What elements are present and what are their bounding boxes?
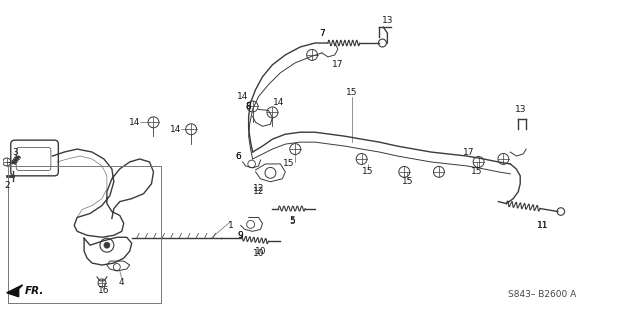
Text: 7: 7 xyxy=(319,29,325,38)
Text: 5: 5 xyxy=(289,217,295,226)
Text: 15: 15 xyxy=(346,88,358,97)
Polygon shape xyxy=(7,285,22,297)
Text: 15: 15 xyxy=(362,167,373,176)
Text: 5: 5 xyxy=(289,216,295,225)
Text: 16: 16 xyxy=(98,286,109,295)
Text: 9: 9 xyxy=(238,231,244,240)
Text: 12: 12 xyxy=(253,184,264,193)
Text: 9: 9 xyxy=(238,231,244,240)
Text: S843– B2600 A: S843– B2600 A xyxy=(508,290,577,299)
Text: 10: 10 xyxy=(253,249,264,258)
Bar xyxy=(8,166,161,303)
Text: 10: 10 xyxy=(255,247,266,256)
Text: 14: 14 xyxy=(237,92,248,101)
Text: 13: 13 xyxy=(381,16,393,25)
Text: 14: 14 xyxy=(129,118,140,127)
Text: 17: 17 xyxy=(332,60,344,69)
Text: 1: 1 xyxy=(228,221,234,230)
Text: 14: 14 xyxy=(170,125,181,134)
Text: 14: 14 xyxy=(273,98,284,107)
Text: FR.: FR. xyxy=(24,286,44,296)
Text: 6: 6 xyxy=(236,152,242,160)
Text: 7: 7 xyxy=(319,29,325,38)
Text: 12: 12 xyxy=(253,187,264,196)
Text: 3: 3 xyxy=(12,148,17,157)
Text: 17: 17 xyxy=(463,148,474,157)
Text: 4: 4 xyxy=(119,279,125,287)
Text: 2: 2 xyxy=(4,181,10,190)
Circle shape xyxy=(104,242,110,248)
Text: 15: 15 xyxy=(401,177,413,186)
Text: 6: 6 xyxy=(236,152,242,160)
Text: 8: 8 xyxy=(246,102,252,111)
Text: 11: 11 xyxy=(537,221,548,230)
Text: 15: 15 xyxy=(471,167,483,176)
Text: 11: 11 xyxy=(537,221,548,230)
Text: 8: 8 xyxy=(246,102,252,111)
Text: 15: 15 xyxy=(282,160,294,168)
Text: 13: 13 xyxy=(515,105,526,114)
